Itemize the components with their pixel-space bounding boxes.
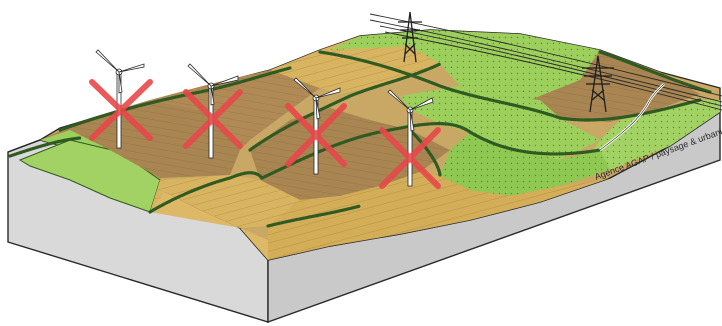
hedge-top [318, 50, 562, 120]
cross-mark-icon [379, 127, 441, 189]
field-tan-left-front [150, 192, 268, 260]
hedge-vertical-mid [408, 128, 442, 178]
power-pylon-icon [398, 11, 422, 63]
hedge-right-top [598, 50, 712, 94]
field-green-left [8, 130, 165, 192]
cross-mark-icon [183, 89, 243, 149]
hedge-left-edge [8, 136, 82, 158]
power-pylon-icon [582, 55, 614, 113]
hedge-lower-left [148, 171, 264, 214]
cross-mark-icon [89, 79, 153, 141]
hedge-front [266, 204, 362, 228]
hedge-brown-left-top [58, 66, 292, 132]
wind-turbine-icon [387, 89, 434, 187]
terrain-top [7, 29, 721, 261]
hedge-right-mid [558, 98, 702, 122]
cross-mark-icon [285, 103, 347, 167]
